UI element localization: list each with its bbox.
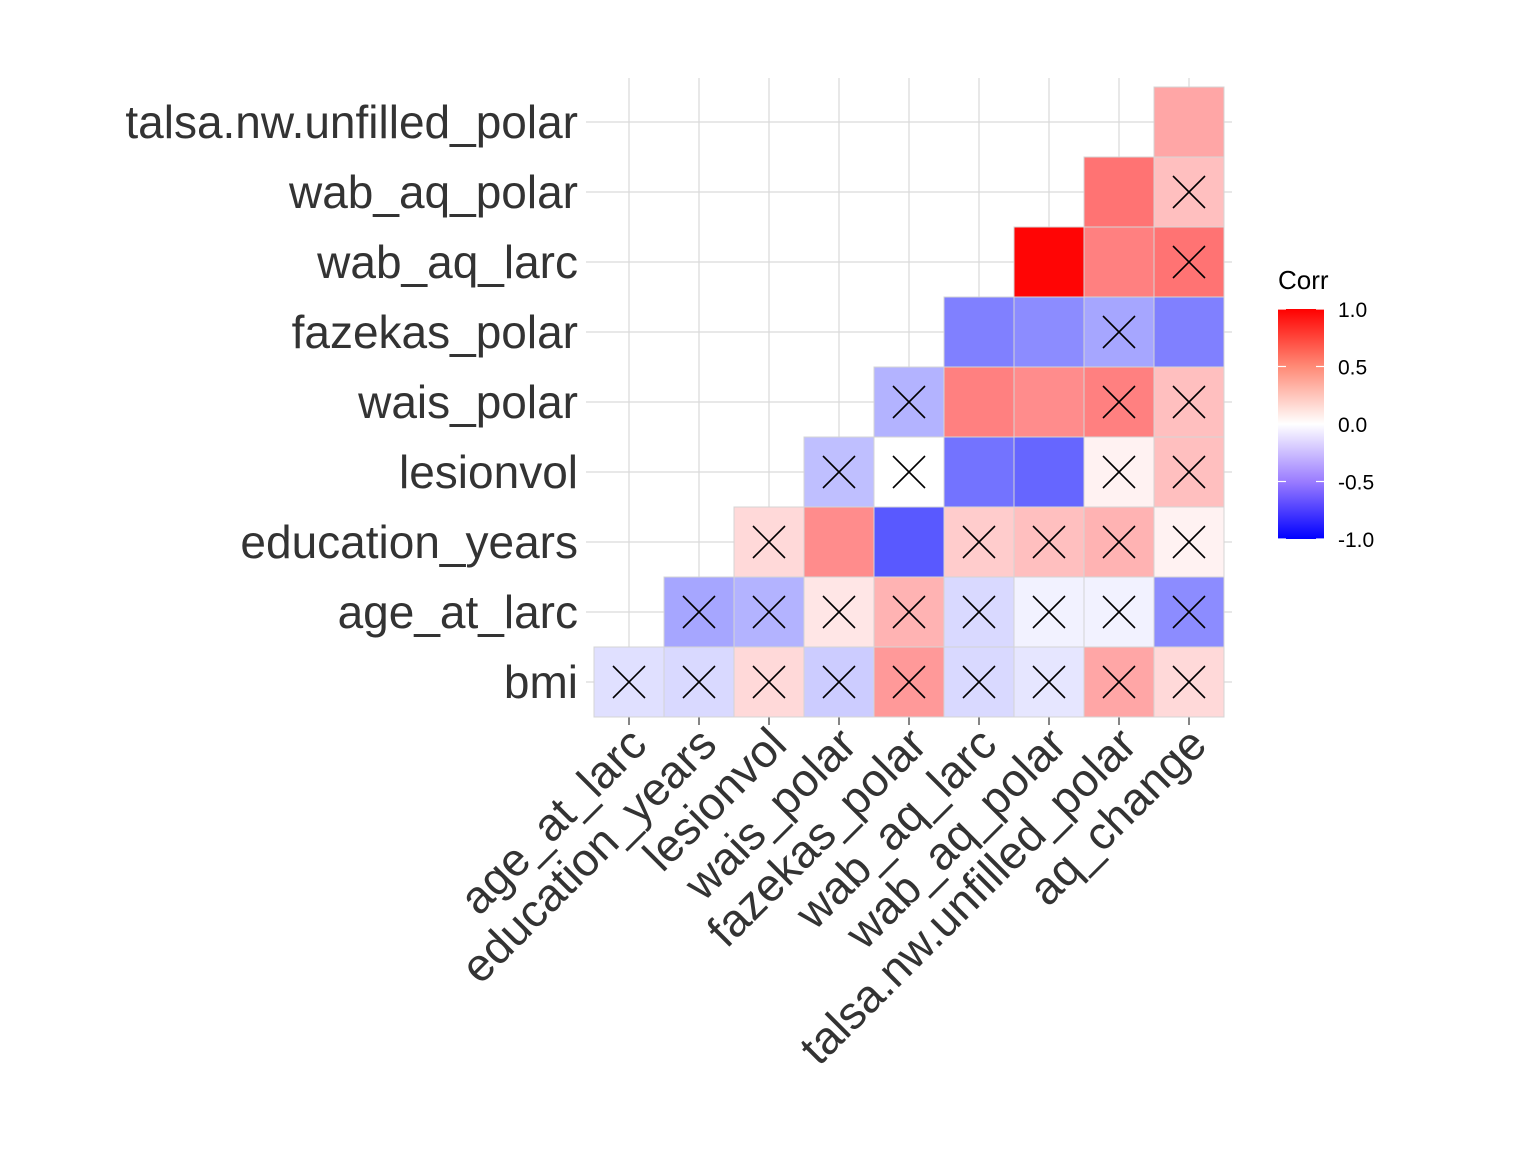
heatmap-cell bbox=[1083, 156, 1155, 228]
heatmap-cell bbox=[1013, 436, 1085, 508]
cross-mark bbox=[752, 525, 786, 559]
cross-mark bbox=[1172, 175, 1206, 209]
cross-mark bbox=[892, 385, 926, 419]
heatmap-cell bbox=[943, 296, 1015, 368]
heatmap-cell bbox=[1083, 226, 1155, 298]
cross-mark bbox=[1032, 525, 1066, 559]
insignificance-crosses bbox=[612, 175, 1206, 699]
cross-mark bbox=[1172, 665, 1206, 699]
cross-mark bbox=[1172, 385, 1206, 419]
legend-ticks: 1.0 0.5 0.0 -0.5 -1.0 bbox=[1278, 299, 1374, 552]
cross-mark bbox=[752, 595, 786, 629]
y-tick-label: fazekas_polar bbox=[292, 306, 578, 358]
heatmap-cell bbox=[663, 576, 735, 648]
cross-mark bbox=[962, 595, 996, 629]
heatmap-cell bbox=[1013, 366, 1085, 438]
cross-mark bbox=[1102, 595, 1136, 629]
y-tick-label: wais_polar bbox=[357, 376, 578, 428]
y-tick-label: wab_aq_polar bbox=[288, 166, 578, 218]
cross-mark bbox=[822, 595, 856, 629]
y-axis-labels: bmi age_at_larc education_years lesionvol wa… bbox=[125, 96, 578, 708]
heatmap-cell bbox=[1153, 296, 1225, 368]
cross-mark bbox=[682, 595, 716, 629]
cross-mark bbox=[892, 665, 926, 699]
cross-mark bbox=[1172, 455, 1206, 489]
cross-mark bbox=[1102, 665, 1136, 699]
cross-mark bbox=[1102, 315, 1136, 349]
legend-title: Corr bbox=[1278, 265, 1329, 295]
cross-mark bbox=[612, 665, 646, 699]
legend-tick-label: -0.5 bbox=[1338, 472, 1374, 495]
cross-mark bbox=[962, 525, 996, 559]
cross-mark bbox=[822, 665, 856, 699]
heatmap-cell bbox=[943, 366, 1015, 438]
legend-tick-label: 0.5 bbox=[1338, 357, 1367, 380]
legend-tick-label: -1.0 bbox=[1338, 529, 1374, 552]
heatmap-cell bbox=[803, 506, 875, 578]
y-tick-label: wab_aq_larc bbox=[316, 236, 578, 288]
x-axis-labels: age_at_larceducation_yearslesionvolwais_… bbox=[449, 717, 1216, 1074]
cross-mark bbox=[962, 665, 996, 699]
y-tick-label: lesionvol bbox=[399, 446, 578, 498]
heatmap-cell bbox=[1153, 86, 1225, 158]
cross-mark bbox=[1032, 665, 1066, 699]
legend: Corr 1.0 0.5 0.0 -0.5 -1.0 bbox=[1278, 265, 1374, 552]
heatmap-cell bbox=[943, 436, 1015, 508]
cross-mark bbox=[892, 455, 926, 489]
y-tick-label: age_at_larc bbox=[338, 586, 578, 638]
cross-mark bbox=[1102, 455, 1136, 489]
legend-tick-label: 0.0 bbox=[1338, 414, 1367, 437]
cross-mark bbox=[1172, 595, 1206, 629]
cross-mark bbox=[1102, 525, 1136, 559]
y-tick-label: education_years bbox=[240, 516, 578, 568]
cross-mark bbox=[892, 595, 926, 629]
legend-tick-label: 1.0 bbox=[1338, 299, 1367, 322]
cross-mark bbox=[1172, 245, 1206, 279]
cross-mark bbox=[1172, 525, 1206, 559]
heatmap-cell bbox=[1013, 296, 1085, 368]
cross-mark bbox=[682, 665, 716, 699]
cross-mark bbox=[1032, 595, 1066, 629]
y-tick-label: bmi bbox=[504, 656, 578, 708]
y-tick-label: talsa.nw.unfilled_polar bbox=[125, 96, 578, 148]
cross-mark bbox=[752, 665, 786, 699]
heatmap-cell bbox=[873, 506, 945, 578]
cross-mark bbox=[1102, 385, 1136, 419]
heatmap-cell bbox=[1013, 226, 1085, 298]
cross-mark bbox=[822, 455, 856, 489]
